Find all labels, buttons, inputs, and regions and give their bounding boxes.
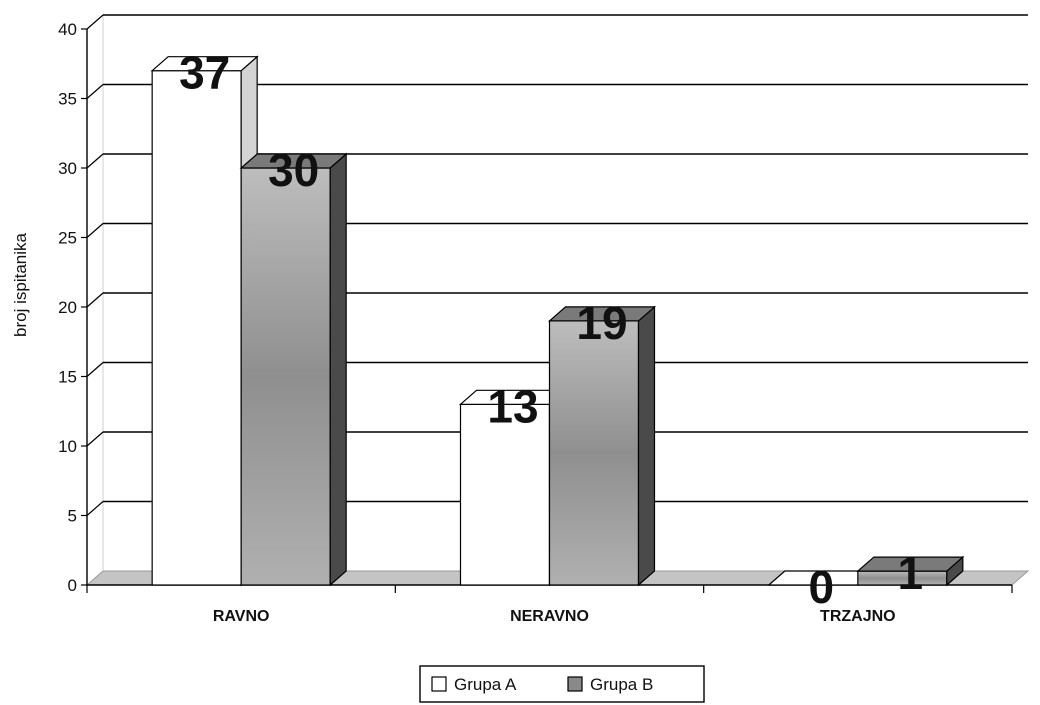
- data-label: 30: [268, 144, 319, 196]
- legend-swatch: [431, 676, 447, 692]
- bar-side: [329, 152, 347, 587]
- bar-top: [547, 306, 657, 322]
- bar-top: [150, 56, 259, 72]
- gridline-depth: [86, 153, 104, 169]
- gridline-depth: [86, 501, 104, 516]
- y-tick-label: 10: [58, 437, 77, 456]
- y-tick-label: 40: [58, 20, 77, 39]
- y-tick-label: 20: [58, 298, 77, 317]
- bar-grupa-b-trzajno: [856, 555, 965, 587]
- bar-front: [548, 320, 640, 586]
- gridline-depth: [86, 292, 104, 308]
- data-label: 13: [487, 380, 538, 432]
- y-tick-label: 0: [68, 576, 77, 595]
- labels: 37 30 13 19 0 1: [179, 47, 923, 613]
- y-tick-label: 30: [58, 159, 77, 178]
- bar-grupa-b-neravno: [547, 305, 657, 587]
- bar-front: [459, 403, 551, 586]
- bar-front: [151, 70, 242, 586]
- data-label: 1: [898, 547, 924, 599]
- x-category-label: RAVNO: [213, 608, 270, 625]
- data-label: 19: [576, 297, 627, 349]
- bar-top: [856, 556, 965, 572]
- y-tick-label: 35: [58, 90, 77, 109]
- bar-front: [240, 167, 331, 586]
- y-axis-title: broj ispitanika: [11, 232, 30, 336]
- bars: [150, 55, 965, 587]
- gridline-depth: [86, 14, 104, 30]
- gridline-depth: [86, 84, 104, 99]
- gridline-depth: [86, 431, 104, 447]
- y-tick-label: 25: [58, 229, 77, 248]
- y-tick-label: 5: [68, 507, 77, 526]
- bar-top: [239, 153, 348, 169]
- legend-swatch: [567, 676, 583, 692]
- legend-label: Grupa A: [454, 675, 517, 694]
- gridline-depth: [86, 223, 104, 238]
- data-label: 37: [179, 47, 230, 99]
- data-label: 0: [809, 561, 835, 613]
- legend-item: Grupa A: [431, 675, 517, 694]
- legend: Grupa A Grupa B: [419, 665, 705, 703]
- x-category-label: NERAVNO: [510, 608, 589, 625]
- bar-side: [637, 305, 656, 587]
- legend-label: Grupa B: [590, 675, 653, 694]
- x-category-label: TRZAJNO: [820, 608, 896, 625]
- legend-box: [419, 665, 705, 703]
- bar-grupa-b-ravno: [239, 152, 348, 587]
- y-tick-label: 15: [58, 368, 77, 387]
- legend-item: Grupa B: [567, 675, 653, 694]
- gridline-depth: [86, 362, 104, 377]
